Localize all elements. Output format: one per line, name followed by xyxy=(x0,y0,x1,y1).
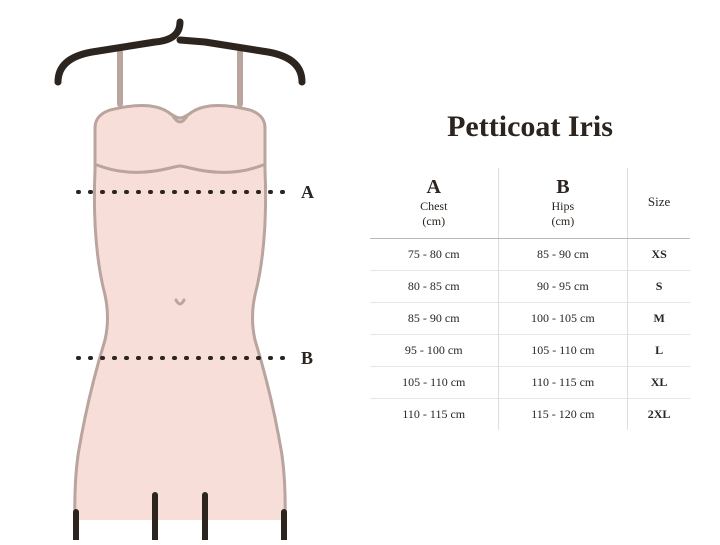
size-chart-container: A B Petticoat Iris A Chest (cm) B Hips (… xyxy=(0,0,720,540)
col-header-a-s1: Chest xyxy=(376,199,492,213)
cell-chest: 85 - 90 cm xyxy=(370,302,498,334)
col-header-a-s2: (cm) xyxy=(376,214,492,228)
cell-chest: 80 - 85 cm xyxy=(370,270,498,302)
table-row: 75 - 80 cm 85 - 90 cm XS xyxy=(370,238,690,270)
col-header-size: Size xyxy=(628,168,690,238)
cell-hips: 105 - 110 cm xyxy=(498,334,628,366)
col-header-hips: B Hips (cm) xyxy=(498,168,628,238)
marker-label-a: A xyxy=(301,182,314,203)
size-table-column: Petticoat Iris A Chest (cm) B Hips (cm) xyxy=(360,110,720,430)
table-header-row: A Chest (cm) B Hips (cm) Size xyxy=(370,168,690,238)
cell-hips: 85 - 90 cm xyxy=(498,238,628,270)
size-table: A Chest (cm) B Hips (cm) Size 7 xyxy=(370,168,690,430)
col-header-size-s1: Size xyxy=(634,194,684,210)
cell-size: S xyxy=(628,270,690,302)
cell-hips: 110 - 115 cm xyxy=(498,366,628,398)
cell-chest: 110 - 115 cm xyxy=(370,398,498,430)
product-title: Petticoat Iris xyxy=(370,110,690,144)
cell-hips: 100 - 105 cm xyxy=(498,302,628,334)
table-row: 95 - 100 cm 105 - 110 cm L xyxy=(370,334,690,366)
cell-size: XL xyxy=(628,366,690,398)
cell-chest: 75 - 80 cm xyxy=(370,238,498,270)
cell-chest: 95 - 100 cm xyxy=(370,334,498,366)
cell-hips: 115 - 120 cm xyxy=(498,398,628,430)
size-table-body: 75 - 80 cm 85 - 90 cm XS 80 - 85 cm 90 -… xyxy=(370,238,690,430)
table-row: 85 - 90 cm 100 - 105 cm M xyxy=(370,302,690,334)
cell-size: L xyxy=(628,334,690,366)
cell-size: XS xyxy=(628,238,690,270)
col-header-b-s1: Hips xyxy=(505,199,622,213)
table-row: 110 - 115 cm 115 - 120 cm 2XL xyxy=(370,398,690,430)
table-row: 80 - 85 cm 90 - 95 cm S xyxy=(370,270,690,302)
col-header-b-s2: (cm) xyxy=(505,214,622,228)
col-header-a-big: A xyxy=(376,176,492,199)
cell-hips: 90 - 95 cm xyxy=(498,270,628,302)
garment-svg xyxy=(0,0,360,540)
cell-size: M xyxy=(628,302,690,334)
col-header-chest: A Chest (cm) xyxy=(370,168,498,238)
col-header-b-big: B xyxy=(505,176,622,199)
garment-diagram: A B xyxy=(0,0,360,540)
cell-size: 2XL xyxy=(628,398,690,430)
marker-label-b: B xyxy=(301,348,313,369)
hanger-icon xyxy=(58,22,302,82)
table-row: 105 - 110 cm 110 - 115 cm XL xyxy=(370,366,690,398)
cell-chest: 105 - 110 cm xyxy=(370,366,498,398)
